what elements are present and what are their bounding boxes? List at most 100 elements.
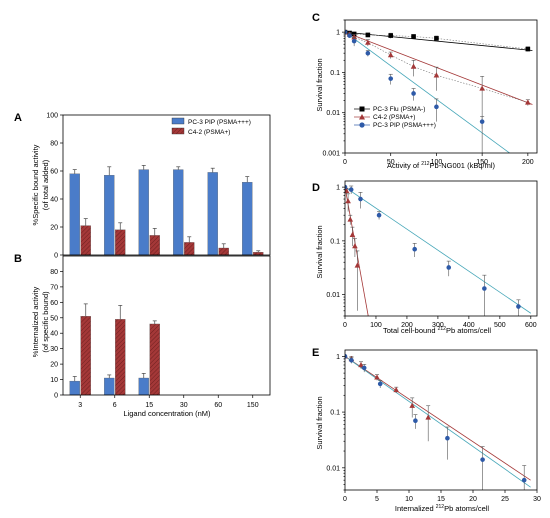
bar-1-3 bbox=[184, 242, 195, 256]
point-1-2 bbox=[361, 365, 367, 371]
point-1-3 bbox=[377, 381, 383, 387]
point-1-1 bbox=[348, 187, 354, 192]
bar-0-0 bbox=[69, 173, 80, 256]
plot-frame bbox=[62, 255, 271, 396]
panel-e-xlabel: Internalized 212Pb atoms/cell bbox=[395, 504, 490, 513]
xtick-label-2: 200 bbox=[401, 322, 413, 329]
bar-1-0 bbox=[80, 225, 91, 256]
point-2-3 bbox=[365, 50, 371, 56]
ytick-label-6: 60 bbox=[50, 300, 58, 307]
xtick-label-4: 60 bbox=[214, 402, 222, 409]
xtick-label-2: 100 bbox=[431, 159, 443, 166]
ytick-label-2: 1 bbox=[336, 185, 340, 192]
panel-a-ylabel: %Specific bound activity bbox=[31, 144, 40, 225]
fit-line-1 bbox=[345, 356, 531, 488]
point-1-7 bbox=[516, 304, 521, 309]
panel-d-ylabel: Survival fraction bbox=[315, 225, 324, 278]
ytick-label-1: 20 bbox=[50, 225, 58, 232]
panel-label-e: E bbox=[312, 347, 319, 359]
ytick-label-5: 50 bbox=[50, 315, 58, 322]
point-1-4 bbox=[387, 52, 394, 58]
xtick-label-1: 6 bbox=[113, 402, 117, 409]
panel-a-bound-activity-chart: %Specific bound activity (of total added… bbox=[31, 113, 271, 260]
point-2-4 bbox=[388, 76, 394, 81]
point-0-3 bbox=[347, 216, 354, 222]
ytick-label-0: 0 bbox=[54, 253, 58, 260]
bar-0-3 bbox=[173, 169, 184, 256]
point-0-5 bbox=[409, 402, 415, 408]
point-2-0 bbox=[345, 29, 348, 35]
ytick-label-7: 70 bbox=[50, 284, 58, 291]
legend-marker-pc3pip bbox=[359, 122, 365, 128]
bar-1-1 bbox=[115, 319, 126, 396]
point-2-5 bbox=[411, 91, 416, 96]
legend-label-c42-c: C4-2 (PSMA+) bbox=[373, 114, 415, 121]
point-0-2 bbox=[351, 31, 357, 37]
fit-line-0 bbox=[345, 356, 531, 481]
ytick-label-0: 0.001 bbox=[322, 151, 340, 158]
ytick-label-5: 100 bbox=[46, 113, 58, 120]
ytick-label-2: 40 bbox=[50, 197, 58, 204]
legend-marker-c42 bbox=[359, 114, 365, 120]
point-1-3 bbox=[365, 39, 371, 45]
bar-0-5 bbox=[242, 182, 253, 256]
panel-c-xlabel: Activity of 212Pb-NG001 (kBq/ml) bbox=[387, 161, 495, 170]
legend-swatch-c42 bbox=[171, 127, 185, 135]
point-1-0 bbox=[345, 184, 348, 190]
bar-1-2 bbox=[149, 235, 160, 256]
point-0-4 bbox=[388, 33, 394, 38]
ytick-label-3: 1 bbox=[336, 30, 340, 37]
point-0-4 bbox=[349, 231, 356, 237]
point-2-6 bbox=[434, 104, 439, 110]
bar-0-2 bbox=[138, 169, 149, 256]
xtick-label-0: 0 bbox=[343, 496, 347, 503]
xtick-label-5: 500 bbox=[494, 322, 506, 329]
panel-b-ylabel: %Internalized activity bbox=[31, 287, 40, 358]
point-0-1 bbox=[345, 187, 350, 194]
xtick-label-6: 600 bbox=[525, 322, 537, 329]
xtick-label-4: 20 bbox=[469, 496, 477, 503]
ytick-label-8: 80 bbox=[50, 269, 58, 276]
panel-a-ylabel-sub: (of total added) bbox=[41, 159, 50, 210]
point-0-7 bbox=[525, 46, 531, 52]
bar-1-2 bbox=[149, 323, 160, 396]
legend-label-c42: C4-2 (PSMA+) bbox=[188, 129, 230, 136]
bar-0-1 bbox=[104, 377, 115, 396]
panel-b-xlabel: Ligand concentration (nM) bbox=[123, 409, 211, 418]
point-2-7 bbox=[479, 119, 485, 124]
connector-0 bbox=[345, 31, 528, 50]
point-1-6 bbox=[433, 72, 440, 78]
point-1-0 bbox=[345, 354, 348, 359]
xtick-label-5: 150 bbox=[247, 402, 259, 409]
point-1-3 bbox=[376, 212, 382, 218]
point-0-5 bbox=[352, 243, 358, 249]
bar-1-1 bbox=[115, 229, 126, 256]
point-0-4 bbox=[393, 386, 399, 393]
panel-e-survival-internalized-chart: Survival fraction Internalized 212Pb ato… bbox=[315, 349, 541, 513]
bar-0-2 bbox=[138, 377, 149, 396]
point-1-7 bbox=[521, 477, 527, 483]
point-1-7 bbox=[479, 85, 485, 91]
ytick-label-0: 0 bbox=[54, 393, 58, 400]
panel-c-survival-activity-chart: Survival fraction Activity of 212Pb-NG00… bbox=[315, 19, 538, 170]
ytick-label-3: 30 bbox=[50, 346, 58, 353]
point-1-2 bbox=[351, 34, 357, 40]
point-1-5 bbox=[446, 265, 452, 270]
ytick-label-1: 0.01 bbox=[326, 110, 340, 117]
point-1-4 bbox=[412, 246, 417, 252]
ytick-label-3: 60 bbox=[50, 169, 58, 176]
xtick-label-3: 300 bbox=[432, 322, 444, 329]
plot-frame bbox=[344, 180, 538, 317]
xtick-label-5: 25 bbox=[501, 496, 509, 503]
xtick-label-2: 15 bbox=[145, 402, 153, 409]
xtick-label-0: 0 bbox=[343, 322, 347, 329]
point-1-8 bbox=[525, 99, 531, 105]
point-0-6 bbox=[354, 262, 361, 268]
legend-marker-pc3flu bbox=[359, 106, 365, 112]
point-1-5 bbox=[410, 63, 417, 69]
fit-line-1 bbox=[345, 186, 532, 314]
legend-label-pc3pip: PC-3 PIP (PSMA+++) bbox=[188, 119, 251, 126]
xtick-label-3: 150 bbox=[476, 159, 488, 166]
ytick-label-4: 80 bbox=[50, 141, 58, 148]
panel-d-survival-total-bound-chart: Survival fraction Total cell-bound 212Pb… bbox=[315, 180, 538, 335]
